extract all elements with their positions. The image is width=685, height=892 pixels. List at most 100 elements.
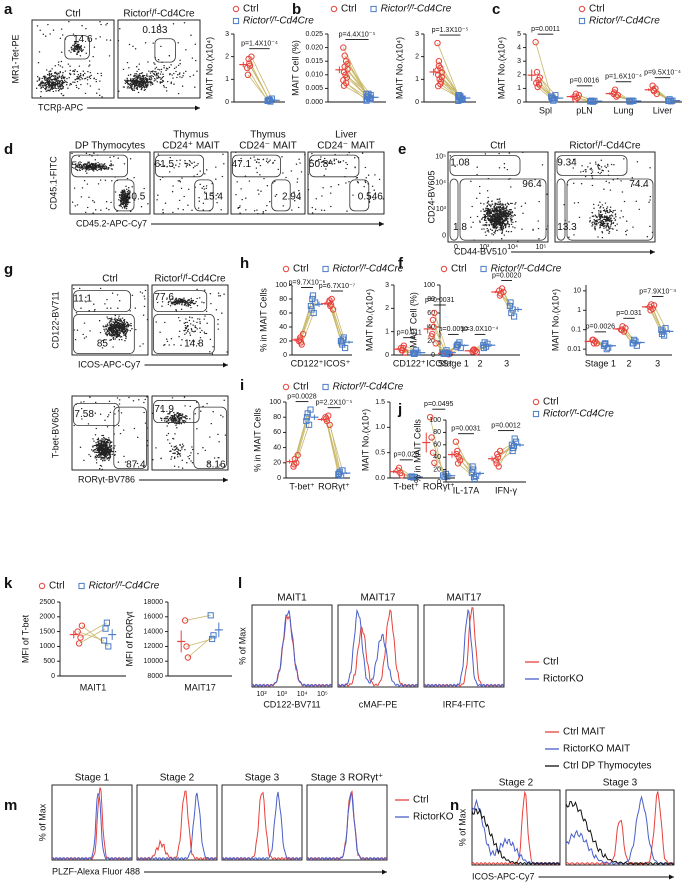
x-tick-label: Lung — [613, 105, 633, 115]
p-value: p=0.0050 — [439, 326, 468, 333]
data-point — [38, 582, 46, 590]
y-tick-label: 0 — [51, 673, 55, 680]
legend-label: Rictorᶠ/ᶠ-Cd4Cre — [333, 382, 404, 393]
legend-label: Rictorᶠ/ᶠ-Cd4Cre — [381, 4, 452, 15]
data-point — [511, 313, 518, 320]
data-point — [303, 414, 311, 421]
y-axis-label: MFI of RORγt — [124, 611, 134, 667]
gate — [155, 154, 204, 178]
data-point — [590, 340, 598, 347]
x-tick-label: pLN — [576, 105, 593, 115]
panel-title: Thymus — [173, 130, 209, 141]
data-point — [342, 344, 349, 352]
data-point — [470, 346, 477, 354]
data-point — [210, 632, 217, 639]
plot-frame — [230, 151, 306, 215]
event-dots — [71, 152, 149, 214]
histogram-curve — [251, 610, 333, 688]
data-point — [452, 438, 460, 445]
pair-line — [455, 441, 473, 473]
y-tick-label: 500 — [43, 658, 55, 665]
y-tick-label: 10³ — [436, 206, 447, 213]
y-tick-label: 80 — [433, 429, 441, 436]
legend-label: RictorKO — [413, 812, 454, 823]
y-tick-label: 2 — [415, 54, 419, 61]
data-point — [232, 5, 240, 13]
data-point — [484, 340, 491, 347]
y-tick-label: 5 — [517, 31, 521, 38]
legend-label: Ctrl — [243, 4, 259, 15]
y-tick-label: 60 — [279, 310, 287, 317]
x-axis-label: CD44-BV510 — [454, 246, 507, 256]
plot-frame — [423, 604, 505, 688]
arrow-head — [669, 874, 674, 880]
gate — [556, 178, 566, 241]
x-tick-label: Stage 1 — [585, 358, 616, 368]
panel-label: j — [397, 401, 402, 418]
plot-frame — [31, 19, 115, 99]
x-tick-label: IFN-γ — [495, 485, 517, 495]
gate — [566, 178, 654, 241]
y-axis-label: CD122-BV711 — [50, 291, 60, 348]
data-point — [510, 442, 518, 450]
data-point — [265, 97, 272, 104]
gate — [556, 155, 628, 176]
arrow-head — [379, 221, 384, 227]
y-tick-label: 0.5 — [375, 450, 385, 457]
event-dots — [35, 21, 112, 98]
data-point — [326, 297, 333, 304]
event-dots — [155, 288, 228, 355]
gate-percent: 7.58 — [74, 409, 94, 420]
y-tick-label: 0 — [283, 352, 287, 359]
y-tick-label: 1.5 — [375, 399, 385, 406]
legend-label: Ctrl DP Thymocytes — [563, 761, 652, 772]
data-point — [291, 461, 298, 468]
data-point — [513, 438, 520, 445]
data-point — [653, 90, 660, 98]
arrow-head — [382, 869, 387, 875]
data-point — [665, 97, 672, 105]
y-axis-label: % of Max — [237, 627, 247, 665]
data-point — [309, 292, 317, 299]
y-tick-label: 40 — [433, 454, 441, 461]
panel-title: Thymus — [250, 130, 286, 141]
data-point — [435, 82, 442, 90]
data-point — [605, 344, 612, 351]
y-tick-label: 2 — [225, 54, 229, 61]
y-tick-label: 20 — [427, 338, 435, 345]
data-point — [618, 326, 626, 333]
x-axis-label: IRF4-FITC — [443, 699, 486, 709]
y-tick-label: 0 — [442, 233, 446, 240]
data-point — [593, 340, 600, 347]
panel-title: Ctrl — [65, 9, 81, 20]
data-point — [430, 323, 437, 331]
pair-line — [247, 74, 269, 102]
y-tick-label: 1 — [415, 76, 419, 83]
p-value: p=0.026 — [394, 452, 420, 459]
gate-percent: 85 — [97, 338, 109, 349]
y-tick-label: 1500 — [39, 628, 55, 635]
panel-label: b — [292, 1, 301, 18]
panel-label: n — [450, 797, 459, 814]
x-tick-label: 10⁴ — [507, 244, 518, 251]
panel-title: Liver — [335, 130, 357, 141]
data-point — [658, 326, 665, 333]
histogram-curve — [221, 791, 303, 861]
pair-line — [438, 61, 461, 98]
event-dots — [153, 153, 225, 215]
data-point — [473, 349, 480, 356]
data-point — [244, 71, 252, 79]
x-tick-label: ICOS⁺ — [324, 358, 351, 368]
y-tick-label: 0.01 — [567, 346, 581, 353]
y-tick-label: 1.0 — [375, 424, 385, 431]
plot-frame — [71, 395, 149, 471]
x-tick-label: 3 — [504, 358, 509, 368]
y-tick-label: 2 — [385, 305, 389, 312]
data-point — [630, 340, 637, 347]
pair-line — [431, 437, 445, 478]
event-dots — [117, 19, 198, 95]
data-point — [181, 617, 189, 624]
arrow-head — [223, 362, 228, 368]
y-axis-label: MFI of T-bet — [20, 614, 30, 663]
